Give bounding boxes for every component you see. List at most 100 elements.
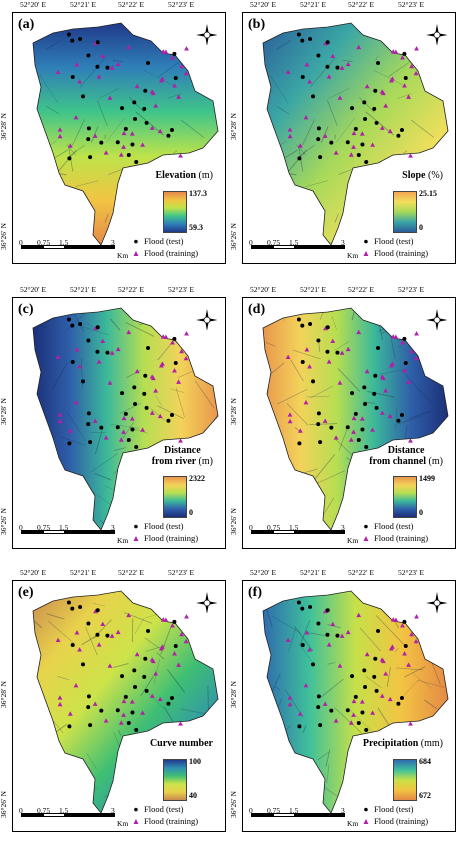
legend-label: Flood (training) — [144, 533, 198, 543]
lat-tick-label: 36°26′ N — [230, 791, 238, 818]
legend-entry-training: ▲Flood (training) — [361, 248, 428, 258]
flood-test-point — [105, 634, 109, 638]
map-panel-f: 52°20′ E52°21′ E52°22′ E52°23′ E36°28′ N… — [230, 568, 456, 851]
flood-test-point — [67, 317, 71, 321]
flood-test-point — [67, 32, 71, 36]
flood-test-point — [132, 100, 136, 104]
flood-test-point — [96, 325, 100, 329]
flood-test-point — [133, 685, 137, 689]
flood-test-point — [301, 75, 305, 79]
flood-test-point — [124, 127, 128, 131]
flood-test-point — [145, 689, 149, 693]
flood-test-point — [300, 39, 304, 43]
flood-test-point — [172, 52, 176, 56]
legend-unit: (m) — [429, 456, 443, 467]
flood-training-point — [414, 614, 419, 618]
flood-test-point — [166, 702, 170, 706]
flood-test-point — [95, 633, 99, 637]
flood-test-point — [326, 40, 330, 44]
scale-unit: Km — [117, 819, 128, 828]
flood-test-point — [329, 141, 333, 145]
flood-test-point — [360, 143, 364, 147]
flood-test-point — [300, 607, 304, 611]
scale-label: 0 — [249, 523, 253, 532]
north-arrow-icon — [425, 23, 447, 45]
flood-test-point — [297, 317, 301, 321]
legend-title: Distance from river (m) — [152, 445, 213, 467]
scale-label: 3 — [341, 523, 345, 532]
scale-segment — [65, 813, 115, 817]
panel-label: (d) — [248, 302, 265, 318]
colorbar-min: 0 — [419, 508, 423, 517]
flood-test-point — [317, 411, 321, 415]
flood-test-point — [120, 391, 124, 395]
colorbar-max: 684 — [419, 757, 431, 766]
flood-test-point — [316, 622, 320, 626]
flood-test-point — [88, 723, 92, 727]
legend-entry-training: ▲Flood (training) — [131, 816, 198, 826]
raster-map — [243, 298, 455, 548]
north-arrow-icon — [425, 308, 447, 330]
lat-tick-label: 36°26′ N — [0, 223, 8, 250]
flood-test-point — [71, 75, 75, 79]
flood-test-point — [86, 54, 90, 58]
legend-label: Flood (test) — [374, 804, 413, 814]
flood-test-point — [78, 605, 82, 609]
flood-test-point — [326, 325, 330, 329]
flood-test-point — [316, 705, 320, 709]
flood-test-point — [402, 337, 406, 341]
flood-test-point — [350, 391, 354, 395]
scale-label: 0 — [249, 238, 253, 247]
lon-tick-label: 52°23′ E — [168, 0, 194, 9]
lon-tick-label: 52°23′ E — [398, 285, 424, 294]
flood-test-point — [143, 374, 147, 378]
scale-label: 0.75 — [267, 523, 280, 532]
lon-tick-label: 52°20′ E — [250, 568, 276, 577]
legend-title: Curve number — [150, 738, 213, 749]
flood-test-point — [142, 392, 146, 396]
flood-test-point — [308, 605, 312, 609]
legend-title: Distance from channel (m) — [369, 445, 443, 467]
raster-map — [13, 298, 225, 548]
flood-test-point — [363, 685, 367, 689]
flood-test-point — [376, 61, 380, 65]
flood-test-point — [81, 662, 85, 666]
flood-test-point — [373, 89, 377, 93]
flood-test-point — [364, 445, 368, 449]
lon-tick-label: 52°23′ E — [398, 0, 424, 9]
flood-test-point — [363, 117, 367, 121]
flood-test-point — [96, 608, 100, 612]
legend-title: Precipitation (mm) — [363, 738, 443, 749]
flood-test-point — [404, 76, 408, 80]
panel-label: (c) — [18, 302, 34, 318]
flood-test-point — [124, 412, 128, 416]
flood-test-point — [297, 441, 301, 445]
flood-test-point — [95, 65, 99, 69]
flood-test-point — [172, 620, 176, 624]
flood-test-point — [166, 134, 170, 138]
flood-training-point — [184, 331, 189, 335]
lon-tick-label: 52°22′ E — [118, 568, 144, 577]
legend-label: Flood (test) — [374, 521, 413, 531]
map-panel-e: 52°20′ E52°21′ E52°22′ E52°23′ E36°28′ N… — [0, 568, 226, 851]
flood-test-point — [81, 379, 85, 383]
scale-unit: Km — [117, 251, 128, 260]
flood-test-point — [81, 94, 85, 98]
scale-label: 3 — [111, 238, 115, 247]
legend-label: Flood (test) — [144, 236, 183, 246]
flood-test-point — [78, 322, 82, 326]
flood-test-point — [326, 608, 330, 612]
lat-tick-label: 36°26′ N — [230, 508, 238, 535]
flood-test-point — [143, 89, 147, 93]
flood-test-point — [346, 140, 350, 144]
circle-icon: ● — [131, 236, 141, 246]
lon-tick-label: 52°22′ E — [348, 285, 374, 294]
scale-unit: Km — [347, 251, 358, 260]
colorbar-max: 25.15 — [419, 189, 437, 198]
lat-tick-label: 36°26′ N — [0, 791, 8, 818]
flood-training-point — [414, 331, 419, 335]
scale-label: 1.5 — [59, 806, 68, 815]
